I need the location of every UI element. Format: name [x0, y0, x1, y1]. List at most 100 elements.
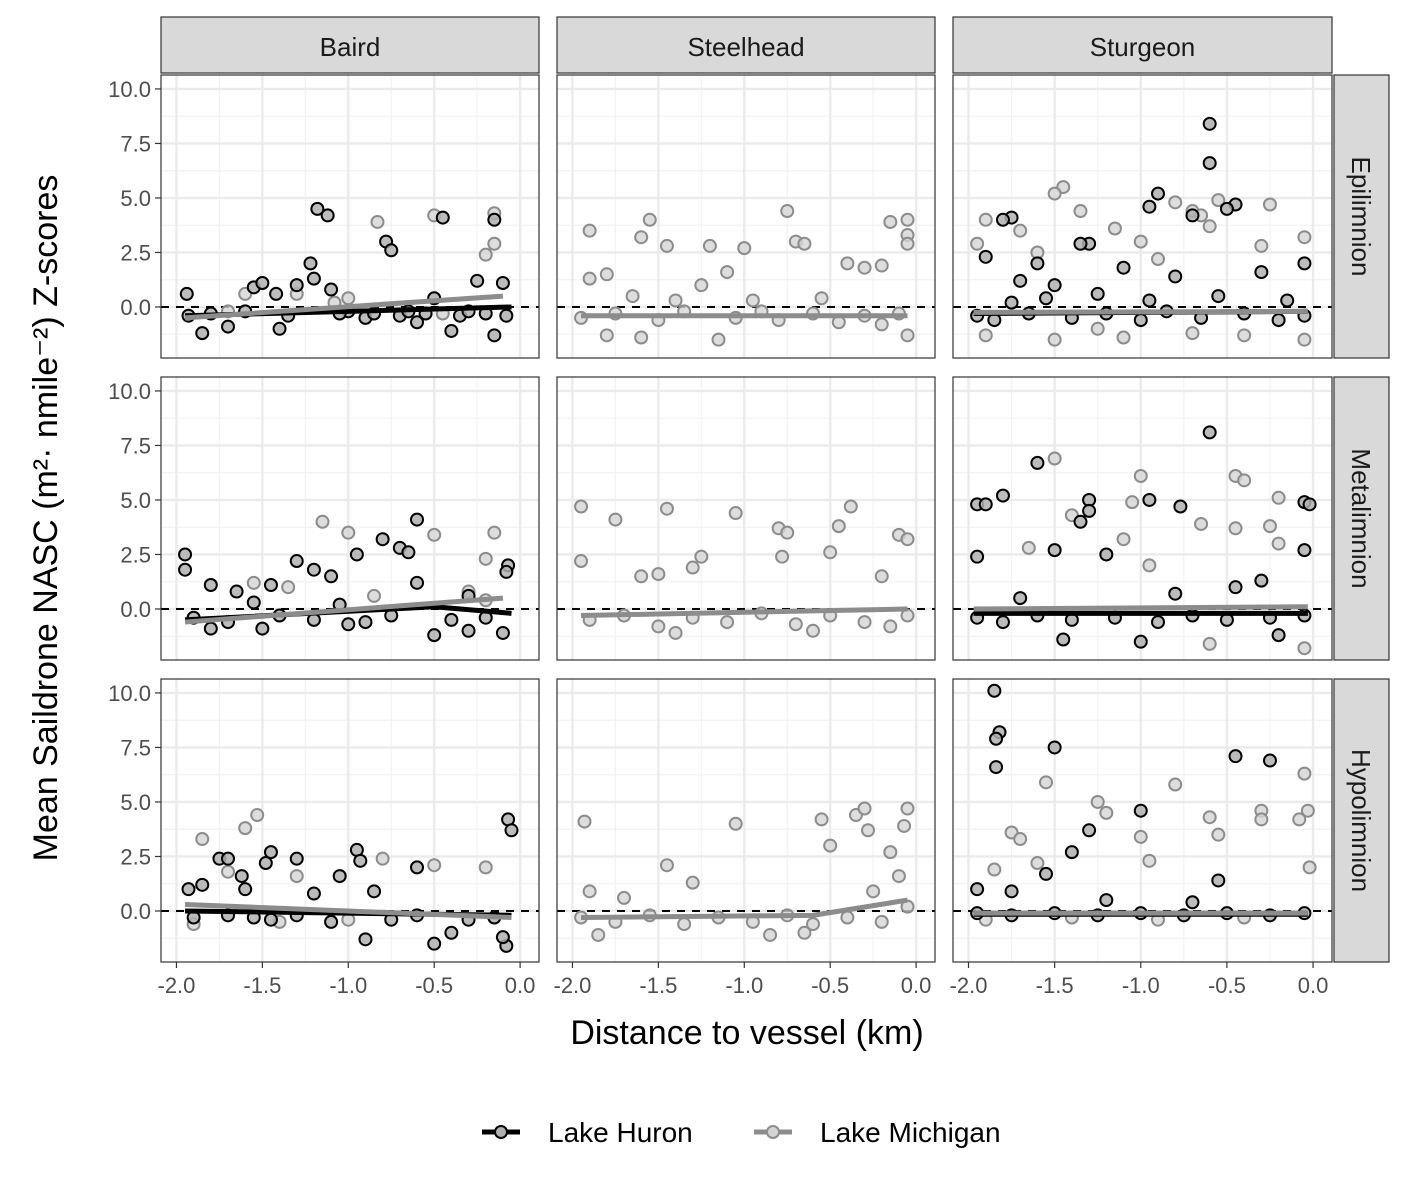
point-lake-michigan	[720, 265, 735, 280]
strip-label-baird: Baird	[320, 32, 381, 62]
point-lake-michigan	[651, 619, 666, 634]
point-lake-huron	[1185, 895, 1200, 910]
point-lake-michigan	[1133, 234, 1148, 249]
x-tick-label: -2.0	[950, 973, 988, 998]
point-lake-michigan	[1185, 326, 1200, 341]
point-lake-michigan	[720, 615, 735, 630]
panel-baird-epilimnion: 0.0 2.5 5.0 7.5 10.0	[108, 74, 540, 359]
point-lake-huron	[353, 853, 368, 868]
point-lake-michigan	[487, 525, 502, 540]
point-lake-michigan	[814, 812, 829, 827]
point-lake-huron	[1047, 543, 1062, 558]
point-lake-michigan	[1116, 532, 1131, 547]
point-lake-huron	[970, 882, 985, 897]
point-lake-michigan	[1116, 330, 1131, 345]
strip-label-hypolimnion: Hypolimnion	[1346, 749, 1376, 892]
point-lake-michigan	[900, 236, 915, 251]
point-lake-michigan	[874, 258, 889, 273]
point-lake-huron	[1168, 586, 1183, 601]
point-lake-michigan	[195, 832, 210, 847]
x-tick-label: -2.0	[158, 973, 196, 998]
point-lake-michigan	[728, 506, 743, 521]
point-lake-huron	[427, 628, 442, 643]
point-lake-huron	[179, 286, 194, 301]
panel-steelhead-metalimnion	[556, 376, 936, 661]
point-lake-michigan	[1271, 536, 1286, 551]
point-lake-huron	[306, 886, 321, 901]
point-lake-michigan	[1142, 558, 1157, 573]
point-lake-michigan	[659, 238, 674, 253]
point-lake-michigan	[238, 821, 253, 836]
point-lake-michigan	[1262, 519, 1277, 534]
point-lake-huron	[495, 275, 510, 290]
y-tick-label: 2.5	[120, 542, 151, 567]
point-lake-michigan	[987, 862, 1002, 877]
x-tick-label: 0.0	[1298, 973, 1329, 998]
strip-steelhead	[556, 16, 936, 74]
point-lake-huron	[1013, 273, 1028, 288]
point-lake-michigan	[1021, 540, 1036, 555]
point-lake-huron	[1142, 492, 1157, 507]
point-lake-michigan	[860, 823, 875, 838]
point-lake-huron	[1211, 873, 1226, 888]
point-lake-michigan	[737, 241, 752, 256]
point-lake-huron	[1254, 265, 1269, 280]
point-lake-huron	[246, 595, 261, 610]
point-lake-michigan	[246, 575, 261, 590]
panel-border	[556, 376, 936, 661]
point-lake-michigan	[1047, 451, 1062, 466]
point-lake-michigan	[806, 917, 821, 932]
point-lake-huron	[234, 869, 249, 884]
point-lake-huron	[1030, 256, 1045, 271]
point-lake-huron	[1228, 749, 1243, 764]
panel-border	[952, 74, 1333, 359]
point-lake-huron	[1133, 313, 1148, 328]
point-lake-michigan	[1151, 252, 1166, 267]
point-lake-huron	[1297, 256, 1312, 271]
x-tick-label: -0.5	[811, 973, 849, 998]
x-tick-label: -1.0	[329, 973, 367, 998]
point-lake-huron	[263, 577, 278, 592]
point-lake-huron	[1133, 634, 1148, 649]
point-lake-michigan	[883, 214, 898, 229]
point-lake-huron	[263, 845, 278, 860]
point-lake-huron	[495, 930, 510, 945]
point-lake-huron	[178, 562, 193, 577]
y-tick-label: 10.0	[108, 379, 151, 404]
point-lake-huron	[269, 286, 284, 301]
point-lake-huron	[987, 683, 1002, 698]
point-lake-huron	[1082, 823, 1097, 838]
y-tick-label: 7.5	[120, 131, 151, 156]
point-lake-huron	[1116, 260, 1131, 275]
point-lake-michigan	[883, 619, 898, 634]
point-lake-huron	[203, 621, 218, 636]
point-lake-michigan	[1292, 812, 1307, 827]
panel-steelhead-hypolimnion: -2.0 -1.5 -1.0 -0.5 0.0	[554, 678, 936, 998]
point-lake-michigan	[315, 514, 330, 529]
point-lake-michigan	[874, 317, 889, 332]
panel-sturgeon-hypolimnion: -2.0 -1.5 -1.0 -0.5 0.0	[950, 678, 1333, 998]
point-lake-huron	[1228, 580, 1243, 595]
point-lake-huron	[499, 564, 514, 579]
point-lake-huron	[303, 256, 318, 271]
panel-steelhead-epilimnion	[556, 74, 936, 359]
point-lake-michigan	[1202, 810, 1217, 825]
panel-sturgeon-epilimnion	[952, 74, 1333, 359]
point-lake-huron	[1064, 845, 1079, 860]
y-tick-label: 2.5	[120, 240, 151, 265]
point-lake-michigan	[367, 588, 382, 603]
point-lake-huron	[324, 914, 339, 929]
x-tick-label: -1.5	[1036, 973, 1074, 998]
point-lake-huron	[989, 760, 1004, 775]
point-lake-michigan	[617, 890, 632, 905]
point-lake-huron	[995, 488, 1010, 503]
point-lake-huron	[1133, 803, 1148, 818]
point-lake-michigan	[702, 238, 717, 253]
point-lake-michigan	[1047, 332, 1062, 347]
point-lake-michigan	[814, 291, 829, 306]
point-lake-huron	[367, 884, 382, 899]
point-lake-huron	[410, 575, 425, 590]
y-axis-title: Mean Saildrone NASC (m²· nmile⁻²) Z-scor…	[27, 175, 65, 862]
point-lake-michigan	[1297, 641, 1312, 656]
legend-key-lake-michigan	[754, 1125, 792, 1139]
